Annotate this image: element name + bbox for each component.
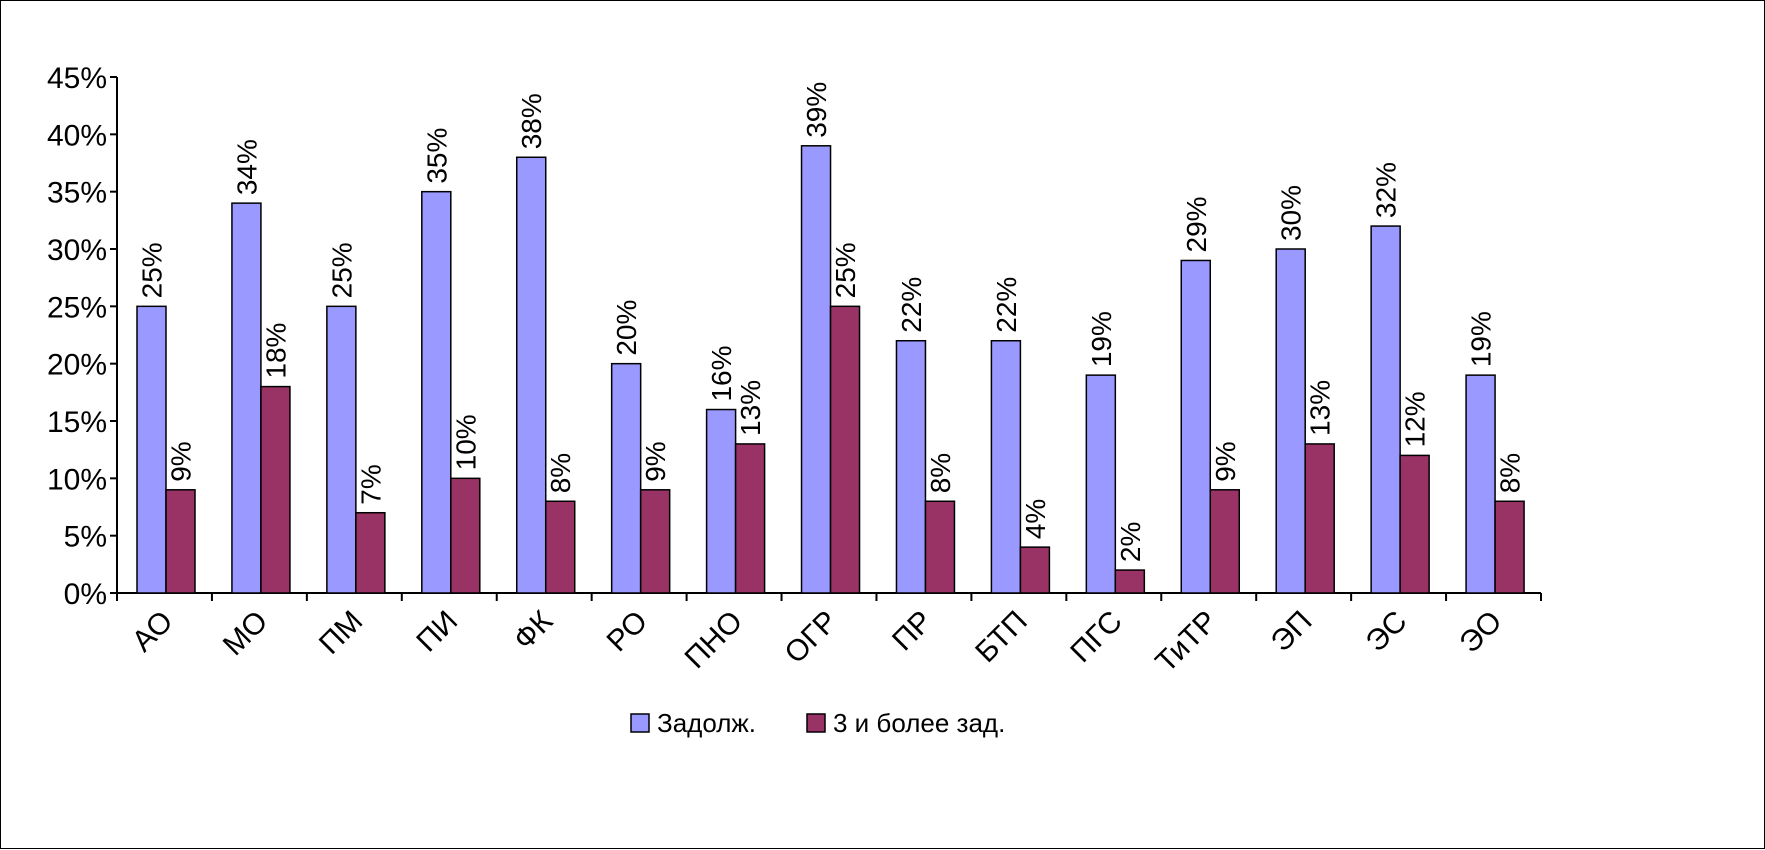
category-label: ПИ bbox=[410, 605, 464, 659]
y-tick-label: 15% bbox=[47, 406, 107, 439]
y-tick-label: 45% bbox=[47, 62, 107, 95]
bar-debt bbox=[1180, 259, 1212, 594]
category-label: ПР bbox=[886, 605, 939, 658]
bar-debt-3plus bbox=[924, 500, 956, 594]
category-label: ПГС bbox=[1064, 605, 1128, 669]
data-label: 4% bbox=[1020, 499, 1051, 539]
data-label: 8% bbox=[545, 453, 576, 493]
data-label: 8% bbox=[1495, 453, 1526, 493]
category-label: ЭС bbox=[1360, 605, 1414, 659]
y-tick-label: 10% bbox=[47, 463, 107, 496]
bar-debt-3plus bbox=[1494, 500, 1525, 594]
bar-debt bbox=[515, 156, 547, 594]
bar-debt bbox=[1370, 225, 1401, 594]
bar-debt-3plus bbox=[1019, 546, 1051, 594]
y-tick-label: 0% bbox=[64, 578, 107, 611]
data-label: 13% bbox=[735, 380, 766, 436]
bar-debt bbox=[610, 362, 642, 594]
bar-debt bbox=[136, 305, 167, 594]
category-label: ТиТР bbox=[1149, 605, 1223, 679]
bar-debt bbox=[895, 339, 927, 594]
data-label: 25% bbox=[326, 242, 357, 298]
bar-debt-3plus bbox=[1399, 454, 1430, 594]
data-label: 19% bbox=[1086, 311, 1117, 367]
bar-debt-3plus bbox=[355, 511, 386, 594]
bar-debt-3plus bbox=[544, 500, 576, 594]
data-label: 39% bbox=[801, 82, 832, 138]
bar-debt-3plus bbox=[639, 489, 671, 594]
category-label: ЭП bbox=[1265, 605, 1319, 659]
bar-debt bbox=[705, 408, 737, 594]
data-label: 12% bbox=[1400, 391, 1431, 447]
data-label: 10% bbox=[450, 414, 481, 470]
category-label: ПНО bbox=[679, 605, 749, 675]
data-label: 38% bbox=[516, 93, 547, 149]
data-label: 9% bbox=[640, 441, 671, 481]
category-label: ЭО bbox=[1453, 605, 1508, 660]
data-label: 19% bbox=[1466, 311, 1497, 367]
data-label: 32% bbox=[1371, 162, 1402, 218]
data-label: 35% bbox=[421, 128, 452, 184]
legend-label: Задолж. bbox=[657, 708, 756, 738]
data-label: 9% bbox=[166, 441, 197, 481]
data-label: 25% bbox=[137, 242, 168, 298]
data-label: 22% bbox=[991, 277, 1022, 333]
data-label: 7% bbox=[355, 464, 386, 504]
bar-debt-3plus bbox=[450, 477, 481, 594]
y-tick-label: 40% bbox=[47, 119, 107, 152]
y-tick-label: 5% bbox=[64, 521, 107, 554]
data-label: 22% bbox=[896, 277, 927, 333]
data-label: 18% bbox=[260, 323, 291, 379]
bar-debt-3plus bbox=[734, 443, 766, 594]
category-label: ПМ bbox=[313, 605, 369, 661]
bar-debt-3plus bbox=[260, 385, 291, 594]
bar-debt-3plus bbox=[1209, 489, 1241, 594]
bar-debt bbox=[990, 339, 1022, 594]
y-tick-label: 20% bbox=[47, 349, 107, 382]
legend-swatch bbox=[630, 713, 650, 733]
bar-debt-3plus bbox=[829, 305, 861, 594]
bar-debt bbox=[231, 202, 262, 594]
category-label: РО bbox=[601, 605, 655, 659]
bar-debt-3plus bbox=[1304, 443, 1335, 594]
y-tick-label: 25% bbox=[47, 291, 107, 324]
data-label: 20% bbox=[611, 300, 642, 356]
data-label: 9% bbox=[1210, 441, 1241, 481]
bar-debt-3plus bbox=[1114, 569, 1146, 594]
category-label: ФК bbox=[507, 604, 559, 656]
category-label: БТП bbox=[969, 605, 1034, 670]
data-label: 25% bbox=[830, 242, 861, 298]
bar-debt bbox=[1465, 374, 1496, 594]
bar-debt bbox=[1275, 248, 1306, 594]
data-label: 30% bbox=[1276, 185, 1307, 241]
data-label: 2% bbox=[1115, 522, 1146, 562]
category-label: АО bbox=[126, 605, 180, 659]
data-label: 8% bbox=[925, 453, 956, 493]
bar-debt bbox=[421, 190, 452, 594]
legend-swatch bbox=[806, 713, 826, 733]
legend-label: 3 и более зад. bbox=[833, 708, 1005, 738]
data-label: 13% bbox=[1305, 380, 1336, 436]
data-label: 34% bbox=[231, 139, 262, 195]
bar-debt bbox=[1085, 374, 1117, 594]
bar-debt bbox=[800, 145, 832, 594]
bar-debt bbox=[326, 305, 357, 594]
data-label: 29% bbox=[1181, 196, 1212, 252]
y-tick-label: 35% bbox=[47, 177, 107, 210]
data-label: 16% bbox=[706, 345, 737, 401]
category-label: МО bbox=[217, 605, 275, 663]
bar-debt-3plus bbox=[165, 489, 196, 594]
category-label: ОГР bbox=[778, 605, 843, 670]
y-tick-label: 30% bbox=[47, 234, 107, 267]
